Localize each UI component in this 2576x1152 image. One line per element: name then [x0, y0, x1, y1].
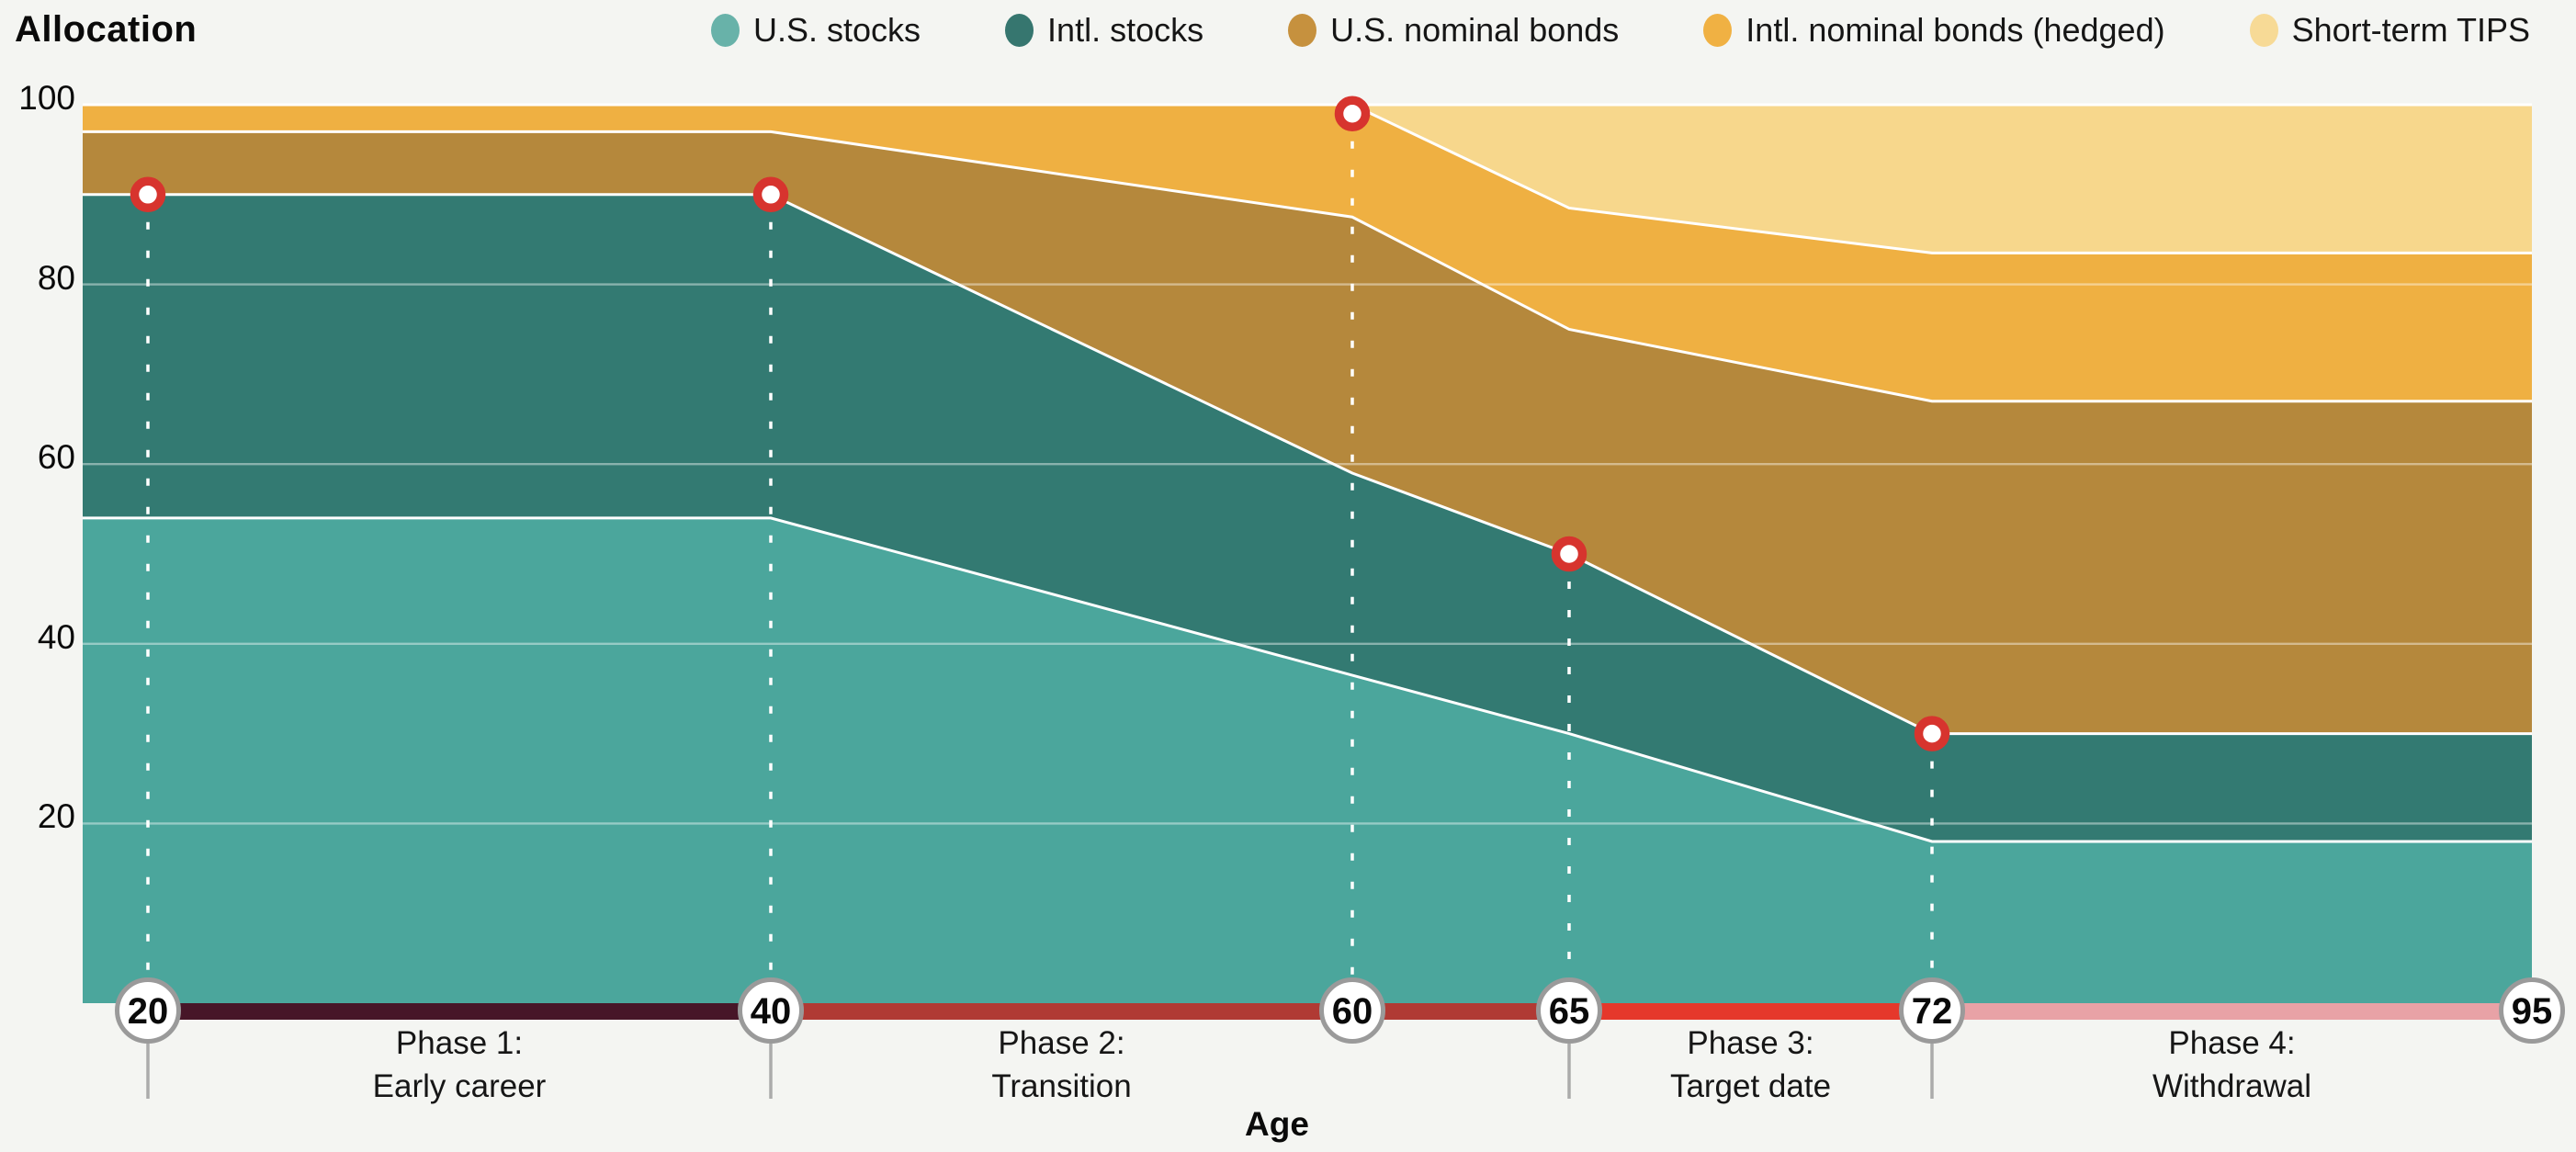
y-tick-label-100: 100: [18, 79, 75, 117]
legend-dot-u-s-nominal-bonds: [1288, 14, 1317, 47]
phase-strip-segment-1: [148, 1003, 771, 1020]
x-axis-marker-label-40: 40: [751, 991, 792, 1032]
phase-strip-segment-4: [1932, 1003, 2532, 1020]
key-point-marker-age-65: [1551, 536, 1587, 572]
x-axis-title: Age: [1245, 1105, 1309, 1143]
x-axis-marker-label-72: 72: [1912, 991, 1953, 1032]
phase-strip-segment-3: [1569, 1003, 1932, 1020]
boundary-line-u-s-stocks: [83, 516, 2532, 843]
area-band-u-s-stocks: [83, 517, 2532, 1003]
y-tick-label-60: 60: [37, 438, 75, 477]
phase-label-line1: Phase 4:: [2168, 1025, 2296, 1061]
phase-label-line2: Target date: [1669, 1068, 1832, 1104]
phase-label-line2: Transition: [991, 1068, 1132, 1104]
legend-label: U.S. stocks: [753, 11, 921, 49]
phase-label-3: Phase 3: Target date: [1670, 1022, 1831, 1108]
y-tick-label-40: 40: [37, 617, 75, 656]
legend-dot-intl-nominal-bonds-hedged: [1703, 14, 1733, 47]
boundary-line-u-s-nominal-bonds: [83, 130, 2532, 403]
phase-label-line1: Phase 1:: [395, 1025, 524, 1061]
x-axis-marker-circle-72: [1899, 977, 1965, 1044]
legend-label: U.S. nominal bonds: [1330, 11, 1620, 49]
y-tick-label-80: 80: [37, 258, 75, 297]
area-band-intl-nominal-bonds-hedged: [83, 105, 2532, 401]
x-axis-marker-circle-20: [115, 977, 181, 1044]
key-point-marker-age-60: [1334, 96, 1371, 132]
chart-title: Allocation: [15, 9, 198, 50]
phase-label-1: Phase 1: Early career: [373, 1022, 547, 1108]
area-band-short-term-tips: [1352, 105, 2532, 254]
legend-label: Intl. nominal bonds (hedged): [1746, 11, 2165, 49]
legend-item-u-s-stocks: U.S. stocks: [711, 11, 921, 50]
y-tick-label-20: 20: [37, 797, 75, 836]
phase-strip-segment-2: [771, 1003, 1569, 1020]
x-axis-marker-circle-60: [1319, 977, 1385, 1044]
legend-dot-intl-stocks: [1005, 14, 1034, 47]
phase-label-2: Phase 2: Transition: [991, 1022, 1131, 1108]
legend-item-short-term-tips: Short-term TIPS: [2249, 11, 2530, 50]
x-axis-marker-label-65: 65: [1549, 991, 1590, 1032]
x-axis-marker-circle-65: [1536, 977, 1602, 1044]
legend-item-intl-nominal-bonds-hedged: Intl. nominal bonds (hedged): [1703, 11, 2165, 50]
x-axis-marker-label-60: 60: [1332, 991, 1373, 1032]
x-axis-marker-circle-95: [2499, 977, 2565, 1044]
area-band-intl-stocks: [83, 194, 2532, 841]
key-point-marker-age-40: [752, 176, 789, 213]
legend-item-u-s-nominal-bonds: U.S. nominal bonds: [1288, 11, 1619, 50]
phase-label-line1: Phase 3:: [1687, 1025, 1814, 1061]
phase-label-line2: Early career: [372, 1068, 547, 1104]
legend-label: Short-term TIPS: [2291, 11, 2530, 49]
phase-label-4: Phase 4: Withdrawal: [2152, 1022, 2311, 1108]
legend-dot-short-term-tips: [2249, 14, 2278, 47]
x-axis-marker-label-95: 95: [2512, 991, 2553, 1032]
legend-label: Intl. stocks: [1047, 11, 1204, 49]
key-point-marker-age-20: [130, 176, 166, 213]
x-axis-marker-label-20: 20: [128, 991, 169, 1032]
legend-item-intl-stocks: Intl. stocks: [1005, 11, 1203, 50]
legend-dot-u-s-stocks: [711, 14, 740, 47]
area-band-u-s-nominal-bonds: [83, 131, 2532, 734]
key-point-marker-age-72: [1914, 716, 1950, 751]
phase-label-line2: Withdrawal: [2152, 1068, 2312, 1104]
phase-label-line1: Phase 2:: [998, 1025, 1125, 1061]
legend: U.S. stocks Intl. stocks U.S. nominal bond…: [711, 7, 2530, 53]
x-axis-marker-circle-40: [738, 977, 804, 1044]
